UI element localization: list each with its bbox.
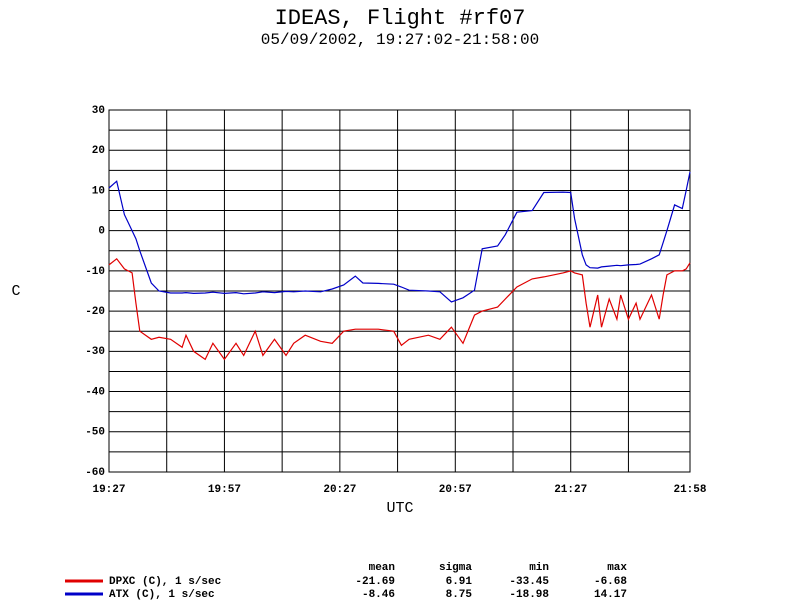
data-line	[108, 257, 691, 361]
stat-value: -33.45	[509, 576, 549, 588]
y-tick-label: -30	[85, 346, 105, 358]
y-tick-label: -10	[85, 266, 105, 278]
stat-value: 6.91	[446, 576, 473, 588]
stat-value: 14.17	[594, 589, 627, 601]
legend-label: DPXC (C), 1 s/sec	[109, 576, 221, 588]
y-tick-label: -20	[85, 306, 105, 318]
y-tick-label: -60	[85, 467, 105, 479]
y-tick-label: 0	[98, 226, 105, 238]
y-axis-label: C	[11, 283, 20, 300]
stat-header: mean	[369, 562, 395, 574]
x-tick-label: 19:57	[208, 484, 241, 496]
stat-value: -6.68	[594, 576, 627, 588]
y-tick-label: 30	[92, 105, 105, 117]
y-tick-label: -40	[85, 386, 105, 398]
y-tick-label: -50	[85, 427, 105, 439]
stat-value: -21.69	[355, 576, 395, 588]
y-tick-label: 20	[92, 145, 105, 157]
x-tick-label: 21:27	[554, 484, 587, 496]
stat-value: -18.98	[509, 589, 549, 601]
chart-subtitle: 05/09/2002, 19:27:02-21:58:00	[261, 31, 539, 49]
stat-header: min	[529, 562, 549, 574]
stat-header: sigma	[439, 562, 472, 574]
chart-title: IDEAS, Flight #rf07	[275, 6, 526, 31]
x-tick-label: 20:57	[439, 484, 472, 496]
data-line	[108, 171, 691, 303]
stat-value: -8.46	[362, 589, 395, 601]
x-axis-label: UTC	[386, 500, 413, 517]
y-tick-label: 10	[92, 185, 105, 197]
x-tick-label: 21:58	[673, 484, 706, 496]
stat-value: 8.75	[446, 589, 473, 601]
x-tick-label: 20:27	[323, 484, 356, 496]
x-tick-label: 19:27	[92, 484, 125, 496]
legend-label: ATX (C), 1 s/sec	[109, 589, 215, 601]
stat-header: max	[607, 562, 627, 574]
